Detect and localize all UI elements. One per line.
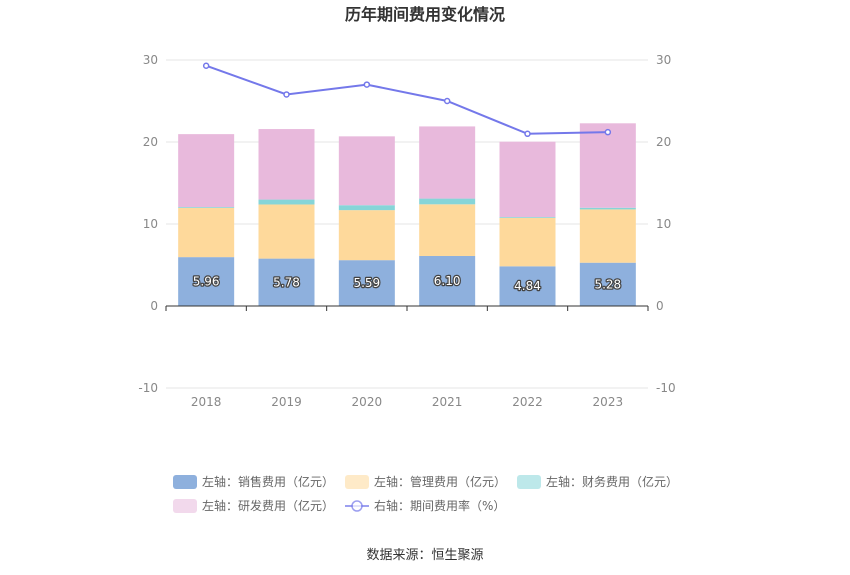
bar-segment — [338, 260, 395, 306]
bar-segment — [419, 204, 476, 256]
line-point — [524, 130, 531, 138]
bar-segment — [258, 129, 315, 200]
legend-label: 左轴：财务费用（亿元） — [546, 474, 678, 489]
legend-item[interactable]: 左轴：财务费用（亿元） — [517, 474, 678, 489]
left-tick-label: 10 — [143, 217, 158, 231]
bar-segment — [419, 198, 476, 205]
line-series — [202, 62, 612, 138]
bar-value-label: 5.59 — [353, 276, 380, 290]
right-tick-label: 30 — [656, 53, 671, 67]
bar-data-labels: 5.96 5.78 5.59 6.10 4.84 5.28 — [192, 273, 623, 295]
bar-segment — [499, 217, 556, 218]
line-point — [202, 62, 210, 69]
bar-value-label: 6.10 — [434, 274, 461, 288]
legend-label: 左轴：研发费用（亿元） — [202, 498, 334, 513]
legend-item[interactable]: 右轴：期间费用率（%） — [345, 498, 505, 513]
left-tick-label: 30 — [143, 53, 158, 67]
bar-segment — [178, 207, 235, 258]
bar-segment — [419, 255, 476, 306]
legend-item[interactable]: 左轴：管理费用（亿元） — [345, 474, 506, 489]
source-note: 数据来源：恒生聚源 — [366, 548, 483, 563]
x-tick-label: 2022 — [512, 395, 543, 409]
left-tick-label: -10 — [138, 381, 158, 395]
grid-lines — [166, 59, 648, 389]
bar-series — [178, 123, 636, 306]
legend-item[interactable]: 左轴：研发费用（亿元） — [173, 498, 334, 513]
bar-value-label: 5.28 — [594, 277, 621, 291]
right-axis-ticks: -10 0 10 20 30 — [656, 53, 676, 395]
bar-segment — [338, 136, 395, 206]
bar-segment — [258, 199, 315, 205]
legend-label: 右轴：期间费用率（%） — [374, 498, 505, 513]
left-tick-label: 20 — [143, 135, 158, 149]
bar-segment — [579, 123, 636, 208]
bar-segment — [419, 126, 476, 199]
right-tick-label: 20 — [656, 135, 671, 149]
line-point — [604, 128, 612, 136]
legend-label: 左轴：管理费用（亿元） — [374, 474, 506, 489]
bar-segment — [579, 209, 636, 263]
legend-swatch — [345, 475, 369, 489]
x-tick-label: 2023 — [593, 395, 624, 409]
left-axis-ticks: -10 0 10 20 30 — [138, 53, 158, 395]
legend-swatch — [173, 475, 197, 489]
bar-segment — [338, 210, 395, 261]
legend-item[interactable]: 左轴：销售费用（亿元） — [173, 474, 334, 489]
legend-swatch — [173, 499, 197, 513]
bar-value-label: 5.96 — [193, 275, 220, 289]
x-tick-label: 2019 — [271, 395, 302, 409]
right-tick-label: 10 — [656, 217, 671, 231]
bar-segment — [579, 262, 636, 306]
bar-segment — [178, 257, 235, 306]
bar-segment — [579, 207, 636, 210]
legend-marker — [351, 500, 363, 512]
right-tick-label: -10 — [656, 381, 676, 395]
left-tick-label: 0 — [150, 299, 158, 313]
x-tick-label: 2021 — [432, 395, 463, 409]
x-axis-ticks: 2018 2019 2020 2021 2022 2023 — [165, 306, 649, 409]
right-tick-label: 0 — [656, 299, 664, 313]
legend-label: 左轴：销售费用（亿元） — [202, 474, 334, 489]
bar-value-label: 4.84 — [514, 279, 541, 293]
bar-segment — [338, 205, 395, 211]
bar-segment — [178, 207, 235, 208]
bar-segment — [178, 134, 235, 208]
bar-segment — [499, 141, 556, 218]
bar-segment — [258, 258, 315, 306]
chart-title: 历年期间费用变化情况 — [345, 5, 505, 24]
line-path — [205, 64, 608, 135]
bar-value-label: 5.78 — [273, 275, 300, 289]
line-point — [283, 91, 290, 98]
x-tick-label: 2018 — [191, 395, 222, 409]
legend-swatch — [517, 475, 541, 489]
legend: 左轴：销售费用（亿元） 左轴：管理费用（亿元） 左轴：财务费用（亿元） 左轴：研发费用… — [173, 474, 678, 513]
bar-segment — [499, 217, 556, 267]
bar-segment — [499, 266, 556, 306]
bar-segment — [258, 204, 315, 259]
line-point — [443, 97, 451, 105]
x-tick-label: 2020 — [352, 395, 383, 409]
line-point — [363, 81, 371, 88]
